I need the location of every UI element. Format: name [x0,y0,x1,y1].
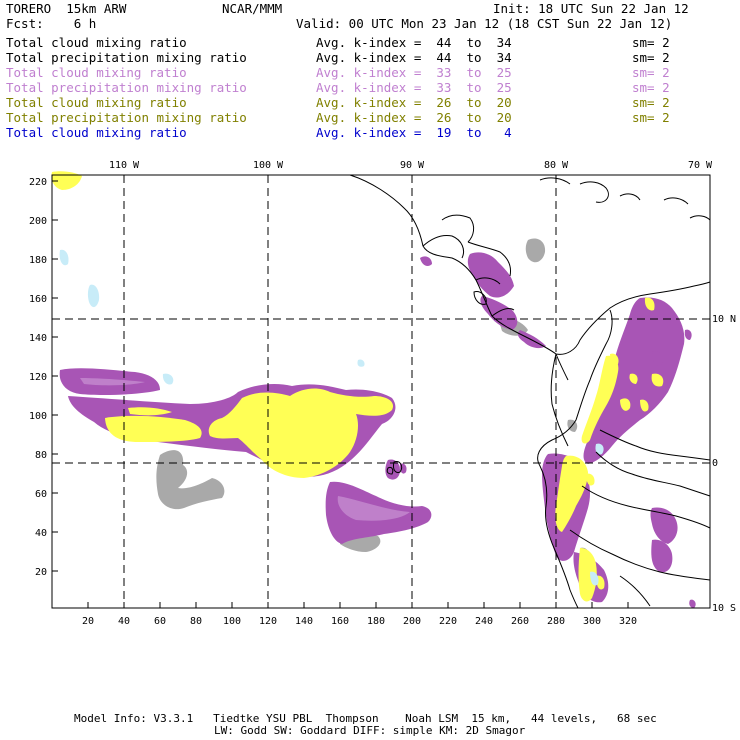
legend-kindex: Avg. k-index = 44 to 34 [316,50,512,65]
latitude-labels: 10 N 0 10 S [712,314,736,614]
longitude-label: 90 W [400,160,425,171]
x-tick-label: 40 [118,616,130,627]
longitude-label: 100 W [253,160,284,171]
legend-field: Total precipitation mixing ratio [6,110,247,125]
x-index-ticks: 20 40 60 80 100 120 140 160 180 200 220 240 260 280 30… [82,602,637,627]
x-tick-label: 80 [190,616,202,627]
longitude-label: 80 W [544,160,569,171]
y-tick-label: 180 [29,255,47,266]
x-tick-label: 220 [439,616,457,627]
latitude-label: 0 [712,458,718,469]
x-tick-label: 100 [223,616,241,627]
legend-smoothing: sm= 2 [632,95,670,110]
y-tick-label: 160 [29,294,47,305]
y-tick-label: 20 [35,567,47,578]
x-tick-label: 320 [619,616,637,627]
y-tick-label: 200 [29,216,47,227]
x-tick-label: 60 [154,616,166,627]
legend-smoothing: sm= 2 [632,50,670,65]
longitude-label: 110 W [109,160,140,171]
x-tick-label: 200 [403,616,421,627]
physics-info: LW: Godd SW: Goddard DIFF: simple KM: 2D… [214,724,526,737]
latitude-label: 10 S [712,603,736,614]
cloud-inner-band [80,378,410,521]
valid-time: Valid: 00 UTC Mon 23 Jan 12 (18 CST Sun … [296,16,673,31]
legend-field: Total cloud mixing ratio [6,95,187,110]
y-tick-label: 100 [29,411,47,422]
x-tick-label: 140 [295,616,313,627]
x-tick-label: 180 [367,616,385,627]
legend-kindex: Avg. k-index = 44 to 34 [316,35,512,50]
x-tick-label: 300 [583,616,601,627]
lat-lon-grid [52,175,710,608]
legend-field: Total cloud mixing ratio [6,35,187,50]
model-info: Model Info: V3.3.1 Tiedtke YSU PBL Thomp… [74,712,657,725]
y-tick-label: 40 [35,528,47,539]
legend-kindex: Avg. k-index = 26 to 20 [316,95,512,110]
init-time: Init: 18 UTC Sun 22 Jan 12 [493,1,689,16]
model-title: TORERO 15km ARW [6,1,127,16]
y-index-ticks: 220 200 180 160 140 120 100 80 60 40 20 [29,177,58,578]
y-tick-label: 80 [35,450,47,461]
legend-smoothing: sm= 2 [632,80,670,95]
legend-kindex: Avg. k-index = 26 to 20 [316,110,512,125]
map-area [51,171,711,609]
legend-kindex: Avg. k-index = 33 to 25 [316,65,512,80]
legend-kindex: Avg. k-index = 19 to 4 [316,125,512,140]
legend-kindex: Avg. k-index = 33 to 25 [316,80,512,95]
legend-smoothing: sm= 2 [632,65,670,80]
forecast-hour: Fcst: 6 h [6,16,97,31]
legend-field: Total cloud mixing ratio [6,65,187,80]
y-tick-label: 140 [29,333,47,344]
x-tick-label: 160 [331,616,349,627]
longitude-label: 70 W [688,160,713,171]
legend-smoothing: sm= 2 [632,110,670,125]
map-frame [51,174,711,609]
precipitation-mixing-field [51,171,664,602]
y-tick-label: 120 [29,372,47,383]
longitude-labels: 110 W 100 W 90 W 80 W 70 W [109,160,713,171]
legend-field: Total precipitation mixing ratio [6,50,247,65]
x-tick-label: 20 [82,616,94,627]
latitude-label: 10 N [712,314,736,325]
low-cloud-field [59,249,604,586]
legend-field: Total precipitation mixing ratio [6,80,247,95]
coastlines [349,174,711,609]
x-tick-label: 260 [511,616,529,627]
legend-field: Total cloud mixing ratio [6,125,187,140]
y-tick-label: 220 [29,177,47,188]
organization-label: NCAR/MMM [222,1,283,16]
x-tick-label: 120 [259,616,277,627]
y-tick-label: 60 [35,489,47,500]
x-tick-label: 280 [547,616,565,627]
legend-smoothing: sm= 2 [632,35,670,50]
x-tick-label: 240 [475,616,493,627]
